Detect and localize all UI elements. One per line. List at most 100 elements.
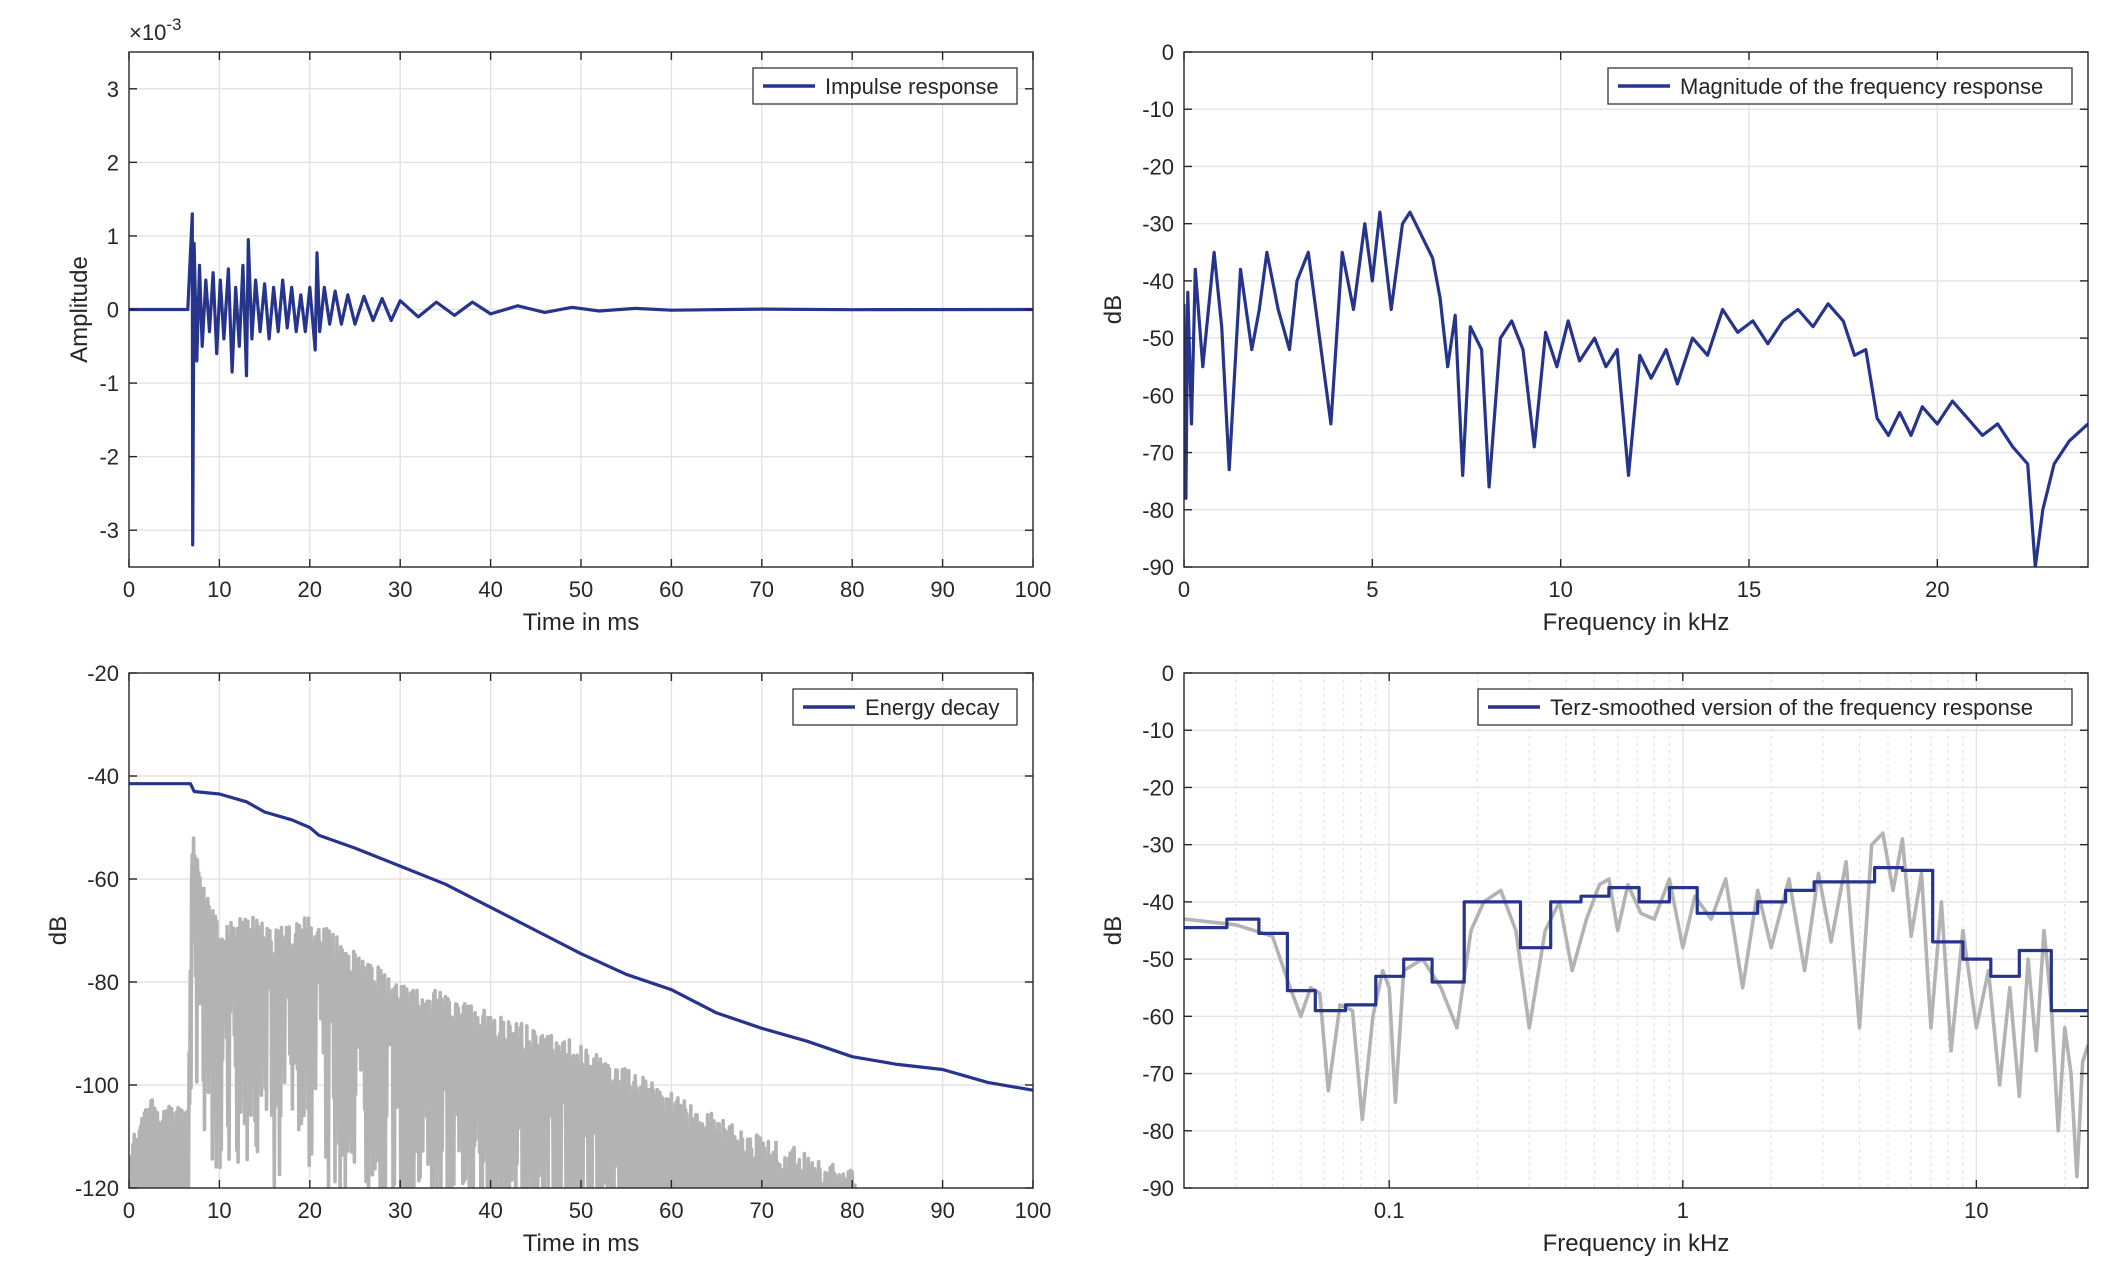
series-group xyxy=(1184,210,2088,567)
y-tick-label: -80 xyxy=(87,970,119,995)
y-tick-label: -80 xyxy=(1142,498,1174,523)
x-axis-label: Time in ms xyxy=(523,609,639,636)
legend-box xyxy=(1477,688,2073,726)
y-axis-label: dB xyxy=(1100,916,1127,945)
x-tick-label: 10 xyxy=(207,1198,231,1223)
y-exponent-power: -3 xyxy=(166,15,181,34)
y-tick-label: 2 xyxy=(107,150,119,175)
x-tick-label: 0 xyxy=(123,577,135,602)
y-tick-label: -30 xyxy=(1142,833,1174,858)
y-tick-label: -2 xyxy=(99,445,119,470)
y-tick-label: -1 xyxy=(99,371,119,396)
y-tick-label: 0 xyxy=(107,298,119,323)
series-line-primary xyxy=(1184,210,2088,567)
y-tick-label: -40 xyxy=(87,764,119,789)
x-tick-label: 40 xyxy=(478,577,502,602)
x-tick-label: 30 xyxy=(388,577,412,602)
series-line-primary xyxy=(1184,866,2088,1013)
tick-group: 0 5 10 15 20 0 -10 -20 -30 -40 -50 -60 -70 -80 -90 xyxy=(1142,40,2088,602)
x-tick-label: 90 xyxy=(930,577,954,602)
magnitude-chart: 0 5 10 15 20 0 -10 -20 -30 -40 -50 -60 -70 -80 -90 Freq… xyxy=(1100,40,2089,636)
x-tick-label: 70 xyxy=(750,577,774,602)
y-axis-label: dB xyxy=(1100,295,1127,324)
y-tick-label: 0 xyxy=(1162,40,1174,65)
x-tick-label: 70 xyxy=(750,1198,774,1223)
x-tick-label: 50 xyxy=(569,577,593,602)
x-tick-label: 60 xyxy=(659,1198,683,1223)
legend: Magnitude of the frequency response xyxy=(1607,67,2073,105)
series-group xyxy=(129,782,1033,1188)
x-tick-label: 10 xyxy=(1548,577,1572,602)
x-axis-label: Time in ms xyxy=(523,1230,639,1257)
axes-box xyxy=(1183,672,2089,1189)
y-axis-label: Amplitude xyxy=(66,256,93,363)
x-tick-label: 20 xyxy=(1925,577,1949,602)
x-tick-label: 0 xyxy=(123,1198,135,1223)
series-group xyxy=(129,212,1033,547)
x-tick-label: 0.1 xyxy=(1374,1198,1405,1223)
legend-label: Energy decay xyxy=(865,695,1000,720)
y-tick-label: -70 xyxy=(1142,441,1174,466)
y-tick-label: -40 xyxy=(1142,890,1174,915)
legend: Terz-smoothed version of the frequency r… xyxy=(1477,688,2073,726)
y-axis-label: dB xyxy=(45,916,72,945)
series-group xyxy=(1184,831,2088,1179)
terz-smoothed-chart: 0.1 1 10 0 -10 -20 -30 -40 -50 -60 -70 -80 -90 Freque… xyxy=(1100,661,2089,1257)
x-tick-label: 60 xyxy=(659,577,683,602)
x-tick-label: 0 xyxy=(1178,577,1190,602)
tick-group: 0.1 1 10 0 -10 -20 -30 -40 -50 -60 -70 -80 -90 xyxy=(1142,661,2088,1223)
x-tick-label: 20 xyxy=(298,577,322,602)
tick-group: 0 10 20 30 40 50 60 70 80 90 100 -20 -40 -60 -80 -100 -1… xyxy=(75,661,1051,1223)
y-tick-label: -20 xyxy=(87,661,119,686)
y-tick-label: -20 xyxy=(1142,154,1174,179)
axes-box xyxy=(1183,51,2089,568)
y-tick-label: -10 xyxy=(1142,97,1174,122)
x-tick-label: 40 xyxy=(478,1198,502,1223)
y-tick-label: -40 xyxy=(1142,269,1174,294)
x-tick-label: 100 xyxy=(1015,577,1052,602)
x-tick-label: 10 xyxy=(207,577,231,602)
y-tick-label: -30 xyxy=(1142,212,1174,237)
y-tick-label: -60 xyxy=(1142,383,1174,408)
impulse-response-chart: 0 10 20 30 40 50 60 70 80 90 100 -3 -2 -1 0 1 2 3 Time in … xyxy=(66,15,1051,636)
x-tick-label: 100 xyxy=(1015,1198,1052,1223)
legend-label: Impulse response xyxy=(825,74,999,99)
y-tick-label: 3 xyxy=(107,77,119,102)
y-tick-label: -100 xyxy=(75,1073,119,1098)
energy-decay-chart: 0 10 20 30 40 50 60 70 80 90 100 -20 -40 -60 -80 -100 -1… xyxy=(45,661,1051,1257)
grid-lines xyxy=(129,52,1033,567)
x-axis-label: Frequency in kHz xyxy=(1543,1230,1730,1257)
y-tick-label: -120 xyxy=(75,1176,119,1201)
y-tick-label: -80 xyxy=(1142,1119,1174,1144)
legend-label: Magnitude of the frequency response xyxy=(1680,74,2043,99)
x-tick-label: 20 xyxy=(298,1198,322,1223)
x-tick-label: 80 xyxy=(840,577,864,602)
series-line-secondary xyxy=(1184,831,2088,1179)
x-tick-label: 30 xyxy=(388,1198,412,1223)
x-tick-label: 80 xyxy=(840,1198,864,1223)
y-tick-label: -60 xyxy=(1142,1004,1174,1029)
x-tick-label: 10 xyxy=(1964,1198,1988,1223)
x-tick-label: 15 xyxy=(1737,577,1761,602)
y-tick-label: -50 xyxy=(1142,326,1174,351)
x-tick-label: 50 xyxy=(569,1198,593,1223)
y-tick-label: -90 xyxy=(1142,555,1174,580)
series-line-primary xyxy=(129,212,1033,547)
x-tick-label: 5 xyxy=(1366,577,1378,602)
tick-group: 0 10 20 30 40 50 60 70 80 90 100 -3 -2 -1 0 1 2 3 xyxy=(99,52,1051,602)
y-tick-label: 1 xyxy=(107,224,119,249)
y-tick-label: 0 xyxy=(1162,661,1174,686)
legend-box xyxy=(1607,67,2073,105)
y-tick-label: -20 xyxy=(1142,775,1174,800)
y-tick-label: -90 xyxy=(1142,1176,1174,1201)
legend: Impulse response xyxy=(752,67,1018,105)
y-tick-label: -3 xyxy=(99,518,119,543)
x-tick-label: 90 xyxy=(930,1198,954,1223)
y-tick-label: -10 xyxy=(1142,718,1174,743)
y-tick-label: -70 xyxy=(1142,1062,1174,1087)
x-tick-label: 1 xyxy=(1677,1198,1689,1223)
x-axis-label: Frequency in kHz xyxy=(1543,609,1730,636)
legend: Energy decay xyxy=(792,688,1018,726)
y-tick-label: -50 xyxy=(1142,947,1174,972)
